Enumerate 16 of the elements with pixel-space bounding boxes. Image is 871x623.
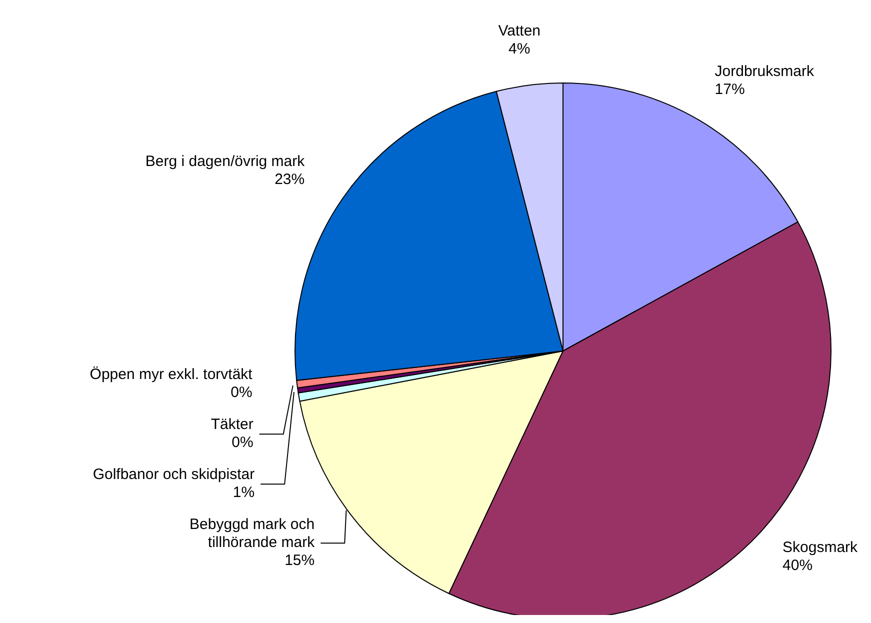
slice-label: Jordbruksmark xyxy=(714,62,814,80)
data-label: 40% xyxy=(782,556,813,574)
data-label: 15% xyxy=(284,552,315,570)
data-label: 0% xyxy=(232,434,254,452)
data-label: 17% xyxy=(714,80,745,98)
slice-label: Vatten xyxy=(498,22,541,40)
slice-label: Öppen myr exkl. torvtäkt xyxy=(90,366,254,384)
data-label: 4% xyxy=(508,40,530,58)
data-label: 1% xyxy=(232,484,255,502)
slice-label: Skogsmark xyxy=(782,538,858,556)
slice-label: Berg i dagen/övrig mark xyxy=(145,152,306,170)
data-label: 0% xyxy=(230,384,252,402)
data-label: 23% xyxy=(274,170,305,188)
slice-label: Golfbanor och skidpistar xyxy=(92,466,255,484)
slice-label: Bebyggd mark och tillhörande mark xyxy=(190,516,316,552)
slice-label: Täkter xyxy=(210,416,254,434)
